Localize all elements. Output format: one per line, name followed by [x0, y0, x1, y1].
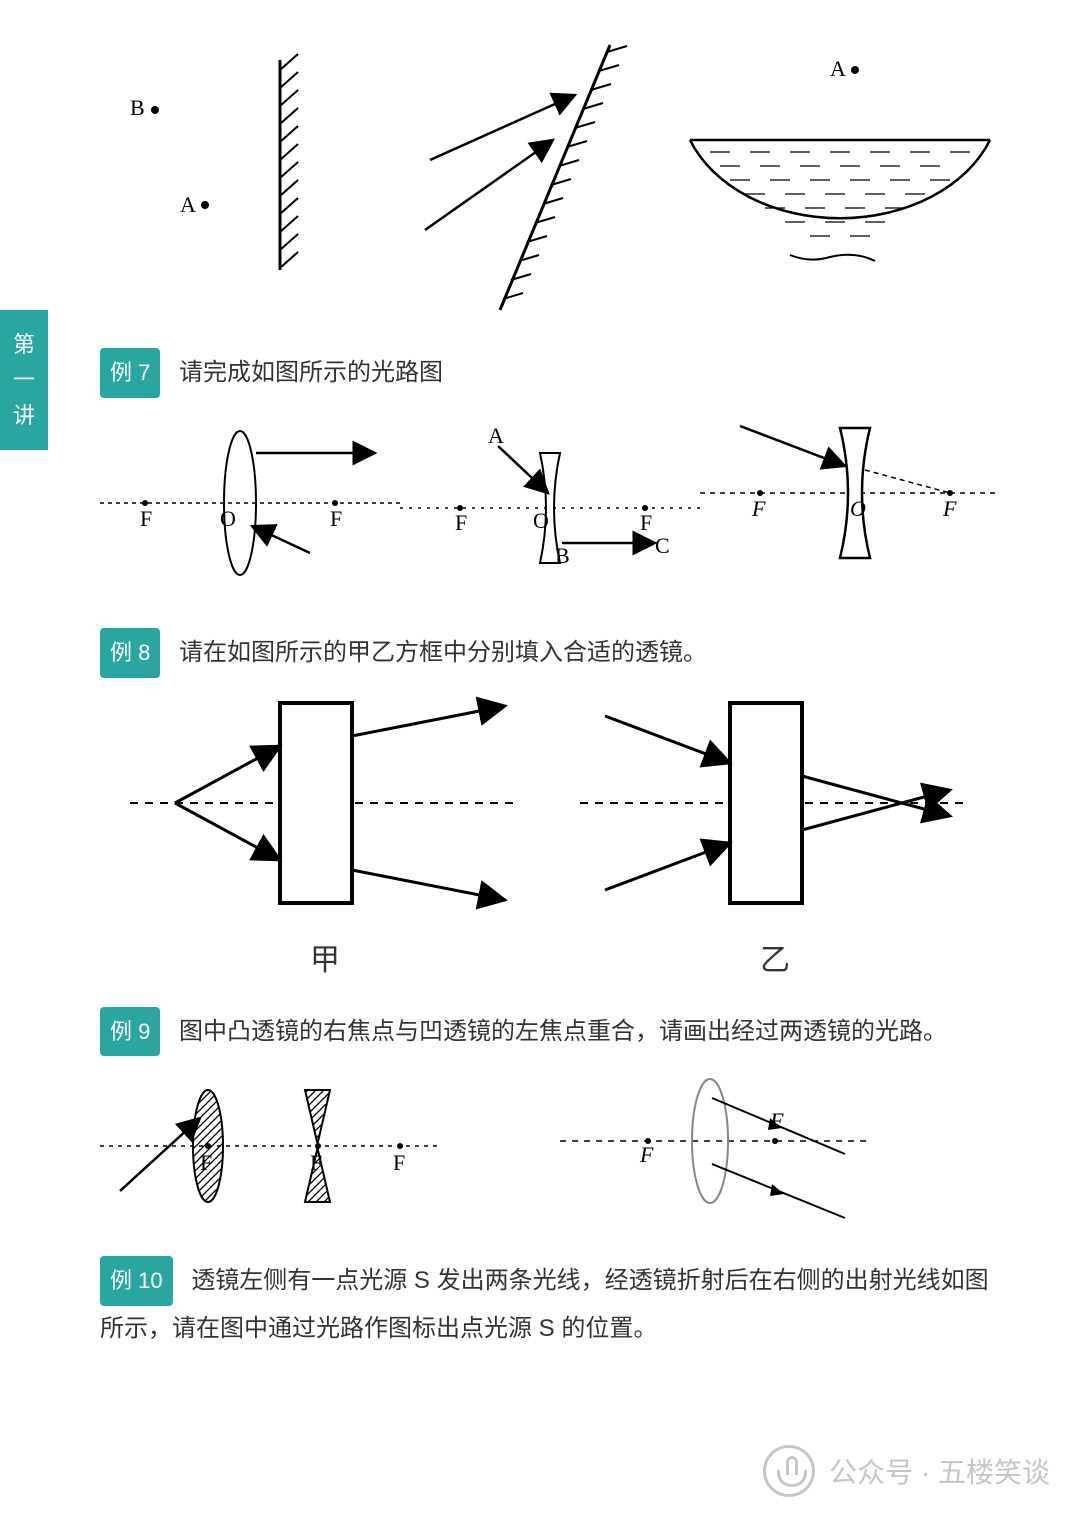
diagram-concave-lens-dashed: F F O: [700, 408, 1000, 578]
top-diagram-row: B A A: [100, 40, 1000, 320]
example-9-badge: 例 9: [100, 1007, 160, 1057]
diagram-slanted-mirror: [375, 40, 655, 320]
label-F9: F: [393, 1150, 405, 1175]
label-A3: A: [488, 423, 504, 448]
ex9-diagram-row: F F F F F: [100, 1066, 1000, 1226]
label-yi: 乙: [760, 944, 790, 977]
example-9-text: 图中凸透镜的右焦点与凹透镜的左焦点重合，请画出经过两透镜的光路。: [179, 1018, 947, 1045]
watermark-prefix: 公众号 ·: [829, 1457, 938, 1488]
watermark-name: 五楼笑谈: [938, 1457, 1050, 1488]
page-content: B A A: [100, 0, 1000, 1362]
diagram-box-yi: [580, 688, 970, 928]
label-F: F: [140, 506, 152, 531]
label-F2: F: [330, 506, 342, 531]
label-F4: F: [640, 510, 652, 535]
label-jia: 甲: [310, 944, 340, 977]
label-A: A: [180, 192, 196, 217]
example-8-text: 请在如图所示的甲乙方框中分别填入合适的透镜。: [179, 639, 707, 666]
example-10-text: 透镜左侧有一点光源 S 发出两条光线，经透镜折射后在右侧的出射光线如图所示，请在…: [100, 1267, 989, 1342]
diagram-concave-lens-abc: F F O A B C: [400, 408, 700, 598]
diagram-water-bowl: A: [670, 40, 1000, 290]
chapter-side-tab: 第 一 讲: [0, 310, 48, 450]
label-C: C: [655, 533, 670, 558]
label-O3: O: [850, 496, 866, 521]
label-F8: F: [310, 1150, 322, 1175]
label-B2: B: [555, 543, 570, 568]
example-8-row: 例 8 请在如图所示的甲乙方框中分别填入合适的透镜。: [100, 628, 1000, 678]
diagram-convex-outputs: F F: [560, 1066, 870, 1226]
example-7-row: 例 7 请完成如图所示的光路图: [100, 348, 1000, 398]
ex8-jia-wrap: 甲: [130, 688, 520, 979]
diagram-two-lenses: F F F: [100, 1066, 440, 1226]
diagram-convex-lens: F F O: [100, 408, 400, 598]
side-tab-l1: 第: [13, 327, 35, 362]
example-7-text: 请完成如图所示的光路图: [179, 359, 443, 386]
watermark: 公众号 · 五楼笑谈: [763, 1445, 1050, 1497]
label-B: B: [130, 95, 145, 120]
side-tab-l2: 一: [13, 362, 35, 397]
ex8-diagram-row: 甲 乙: [100, 688, 1000, 979]
example-10-badge: 例 10: [100, 1256, 173, 1306]
side-tab-l3: 讲: [13, 398, 35, 433]
example-8-badge: 例 8: [100, 628, 160, 678]
label-F3: F: [455, 510, 467, 535]
ex7-diagram-row: F F O F F O A B C F F O: [100, 408, 1000, 598]
example-7-badge: 例 7: [100, 348, 160, 398]
wechat-icon: [763, 1445, 815, 1497]
example-10-row: 例 10 透镜左侧有一点光源 S 发出两条光线，经透镜折射后在右侧的出射光线如图…: [100, 1256, 1000, 1351]
label-F7: F: [200, 1150, 212, 1175]
diagram-box-jia: [130, 688, 520, 928]
ex8-yi-wrap: 乙: [580, 688, 970, 979]
label-F5: F: [751, 496, 766, 521]
example-9-row: 例 9 图中凸透镜的右焦点与凹透镜的左焦点重合，请画出经过两透镜的光路。: [100, 1007, 1000, 1057]
label-O2: O: [533, 508, 549, 533]
label-F6: F: [942, 496, 957, 521]
label-O: O: [220, 506, 236, 531]
label-A2: A: [830, 56, 846, 81]
watermark-text: 公众号 · 五楼笑谈: [829, 1451, 1050, 1491]
diagram-mirror-points: B A: [100, 40, 360, 290]
label-F10: F: [639, 1142, 654, 1167]
